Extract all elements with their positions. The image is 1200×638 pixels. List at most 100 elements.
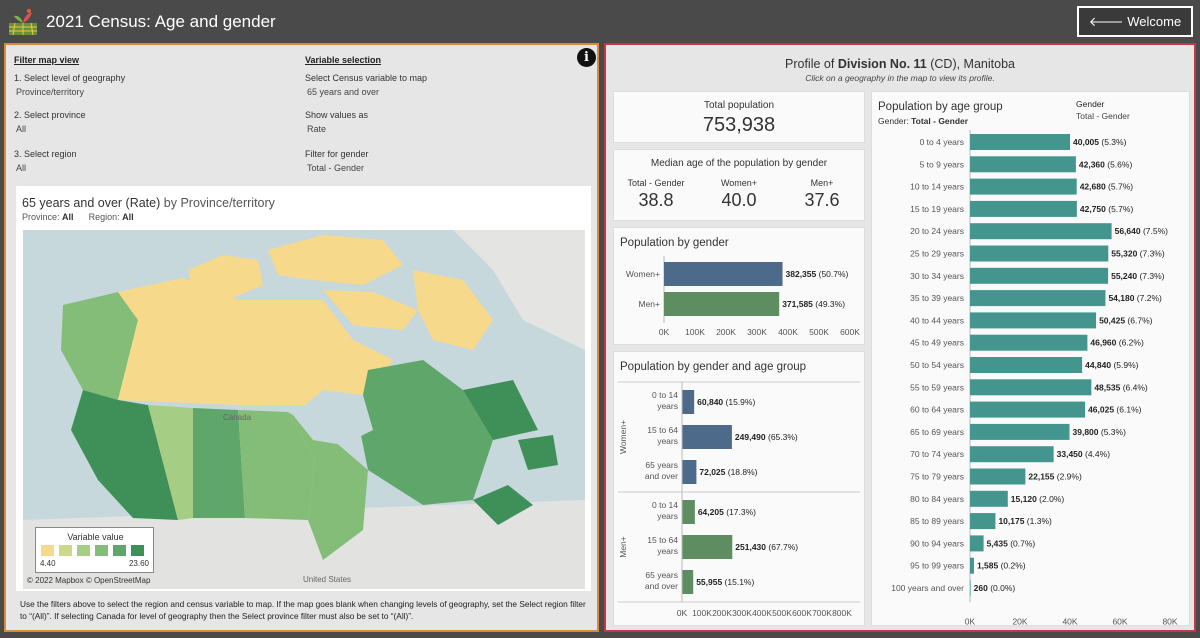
province-select[interactable]: All: [16, 124, 27, 134]
info-icon[interactable]: i: [577, 48, 596, 67]
age-group-label: 65 years: [645, 460, 678, 470]
age-group-label: 15 to 64: [647, 535, 678, 545]
age-axis-tick: 40K: [1062, 616, 1077, 625]
age-category-label: 70 to 74 years: [910, 449, 964, 459]
region-manitoba[interactable]: [238, 410, 315, 520]
age-chart-svg: 0 to 4 years 40,005 (5.3%) 5 to 9 years 42,…: [891, 130, 1178, 625]
age-bar[interactable]: [970, 513, 996, 530]
age-bar[interactable]: [970, 178, 1077, 195]
province-label: 2. Select province: [14, 110, 86, 120]
total-population-value: 753,938: [702, 114, 776, 136]
census-variable-label: Select Census variable to map: [305, 73, 428, 83]
gender-age-bar-value: 60,840 (15.9%): [697, 397, 755, 407]
age-group-label: years: [657, 511, 678, 521]
age-bar-value: 39,800 (5.3%): [1073, 427, 1127, 437]
gender-age-bar[interactable]: [682, 570, 694, 594]
gender-axis-tick: 300K: [747, 327, 767, 337]
gender-age-bar[interactable]: [682, 535, 733, 559]
age-bar[interactable]: [970, 535, 984, 552]
age-category-label: 0 to 4 years: [920, 137, 964, 147]
legend-swatch: [59, 545, 72, 556]
map-legend: Variable value 4.40 23.60: [35, 527, 154, 573]
gender-bar[interactable]: [664, 262, 783, 286]
age-bar[interactable]: [970, 290, 1106, 307]
region-labrador[interactable]: [463, 380, 538, 440]
gender-chart-card: Population by gender Women+ 382,355 (50.7…: [613, 227, 865, 345]
region-alberta[interactable]: [148, 405, 193, 520]
age-category-label: 10 to 14 years: [910, 182, 964, 192]
age-chart-title: Population by age group: [878, 101, 1003, 113]
gender-age-bar-value: 55,955 (15.1%): [696, 577, 754, 587]
region-arctic-islands-north[interactable]: [268, 235, 403, 285]
age-category-label: 80 to 84 years: [910, 494, 964, 504]
region-quebec[interactable]: [358, 360, 493, 505]
show-values-select[interactable]: Rate: [307, 124, 327, 134]
age-bar[interactable]: [970, 490, 1008, 507]
canada-map-svg[interactable]: Canada United States: [23, 230, 585, 589]
age-bar[interactable]: [970, 245, 1109, 262]
map-title-variable: 65 years and over (Rate): [22, 196, 161, 210]
region-baffin-island[interactable]: [413, 270, 493, 350]
gender-age-axis-tick: 500K: [772, 608, 792, 618]
gender-age-bar[interactable]: [682, 460, 697, 484]
age-bar[interactable]: [970, 557, 974, 574]
gender-category-label: Women+: [626, 269, 660, 279]
region-nwt[interactable]: [118, 278, 238, 405]
total-population-label: Total population: [703, 100, 775, 111]
age-bar[interactable]: [970, 580, 971, 596]
region-maritimes[interactable]: [473, 485, 533, 525]
gender-age-bar-value: 249,490 (65.3%): [735, 432, 798, 442]
age-bar[interactable]: [970, 267, 1109, 284]
age-group-label: years: [657, 401, 678, 411]
gender-age-axis-tick: 300K: [732, 608, 752, 618]
age-bar[interactable]: [970, 379, 1092, 396]
median-age-value: 37.6: [804, 190, 840, 210]
age-category-label: 25 to 29 years: [910, 249, 964, 259]
region-select[interactable]: All: [16, 163, 27, 173]
age-bar-value: 42,750 (5.7%): [1080, 204, 1134, 214]
region-baffin[interactable]: [323, 290, 418, 330]
map-attribution[interactable]: © 2022 Mapbox © OpenStreetMap: [27, 576, 151, 585]
region-yukon[interactable]: [61, 292, 138, 400]
age-bar[interactable]: [970, 334, 1088, 351]
gender-age-bar[interactable]: [682, 390, 695, 414]
map-title-by: by: [163, 196, 177, 210]
age-bar[interactable]: [970, 134, 1071, 150]
age-bar[interactable]: [970, 223, 1112, 240]
region-saskatchewan[interactable]: [193, 408, 245, 518]
age-bar[interactable]: [970, 468, 1026, 485]
geo-level-select[interactable]: Province/territory: [16, 87, 85, 97]
legend-title: Variable value: [67, 532, 124, 542]
age-bar[interactable]: [970, 156, 1076, 173]
age-bar-value: 15,120 (2.0%): [1011, 494, 1065, 504]
region-ontario[interactable]: [288, 412, 368, 560]
gender-age-axis-tick: 100K: [692, 608, 712, 618]
age-axis-tick: 0K: [965, 616, 976, 625]
profile-title-prefix: Profile of: [785, 57, 835, 71]
age-bar[interactable]: [970, 446, 1054, 463]
age-bar[interactable]: [970, 401, 1086, 418]
choropleth-map[interactable]: Canada United States Variable value 4.40…: [23, 230, 585, 589]
age-bar[interactable]: [970, 357, 1083, 373]
age-category-label: 90 to 94 years: [910, 538, 964, 548]
age-category-label: 60 to 64 years: [910, 405, 964, 415]
welcome-page-button[interactable]: 🡐 Welcome page: [1077, 6, 1193, 56]
gender-age-bar[interactable]: [682, 425, 732, 449]
gender-legend-value[interactable]: Total - Gender: [1076, 111, 1130, 121]
gender-bar[interactable]: [664, 292, 780, 316]
age-category-label: 100 years and over: [891, 583, 964, 593]
age-bar[interactable]: [970, 423, 1070, 440]
region-nunavut[interactable]: [238, 300, 393, 405]
gender-filter-select[interactable]: Total - Gender: [307, 163, 365, 173]
gender-age-bar[interactable]: [682, 500, 695, 524]
age-chart-subtitle: Gender: Total - Gender: [878, 116, 968, 126]
age-bar[interactable]: [970, 200, 1077, 217]
region-newfoundland[interactable]: [518, 435, 558, 470]
census-variable-select[interactable]: 65 years and over: [307, 87, 380, 97]
legend-swatch: [41, 545, 54, 556]
app-header: 2021 Census: Age and gender 🡐 Welcome pa…: [0, 0, 1200, 56]
age-group-label: 0 to 14: [652, 500, 678, 510]
age-bar[interactable]: [970, 312, 1097, 329]
census-logo-icon: [9, 8, 37, 36]
region-bc[interactable]: [71, 390, 178, 520]
